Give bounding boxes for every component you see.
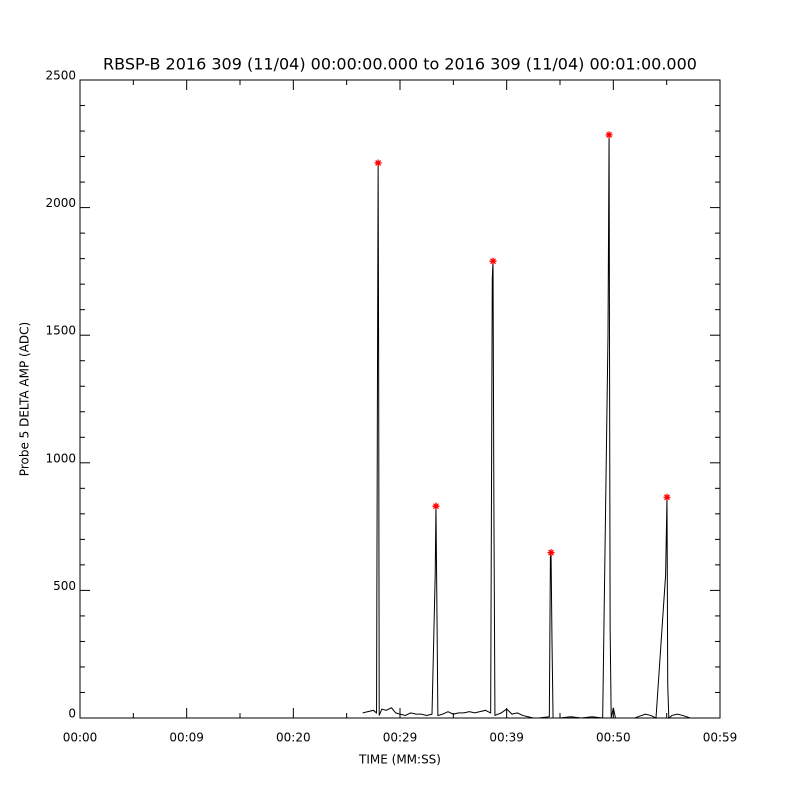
x-tick-label: 00:00: [63, 731, 98, 745]
x-tick-label: 00:29: [383, 731, 418, 745]
peak-marker: [489, 257, 497, 265]
x-tick-label: 00:09: [169, 731, 204, 745]
data-line: [362, 134, 691, 720]
x-tick-label: 00:20: [276, 731, 311, 745]
peak-marker: [663, 493, 671, 501]
y-axis-label: Probe 5 DELTA AMP (ADC): [18, 322, 32, 476]
peak-marker: [374, 159, 382, 167]
x-tick-label: 00:59: [703, 731, 738, 745]
y-tick-label: 1500: [45, 324, 76, 338]
chart-title: RBSP-B 2016 309 (11/04) 00:00:00.000 to …: [103, 55, 697, 74]
y-tick-label: 0: [68, 707, 76, 721]
plot-frame: [79, 79, 721, 719]
x-tick-label: 00:50: [596, 731, 631, 745]
y-tick-label: 2000: [45, 196, 76, 210]
y-tick-label: 500: [53, 579, 76, 593]
x-tick-label: 00:39: [489, 731, 524, 745]
peak-marker: [432, 502, 440, 510]
y-tick-label: 2500: [45, 69, 76, 83]
y-tick-label: 1000: [45, 451, 76, 465]
peak-marker: [605, 131, 613, 139]
peak-marker: [547, 549, 555, 557]
x-axis-label: TIME (MM:SS): [358, 753, 441, 767]
